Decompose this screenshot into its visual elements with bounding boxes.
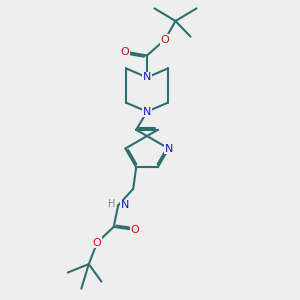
Text: N: N xyxy=(143,72,151,82)
Text: O: O xyxy=(160,34,169,45)
Text: N: N xyxy=(121,200,129,210)
Text: O: O xyxy=(120,46,129,57)
Text: H: H xyxy=(108,199,115,209)
Text: O: O xyxy=(93,238,102,248)
Text: O: O xyxy=(130,225,139,235)
Text: N: N xyxy=(164,143,173,154)
Text: N: N xyxy=(143,106,151,117)
